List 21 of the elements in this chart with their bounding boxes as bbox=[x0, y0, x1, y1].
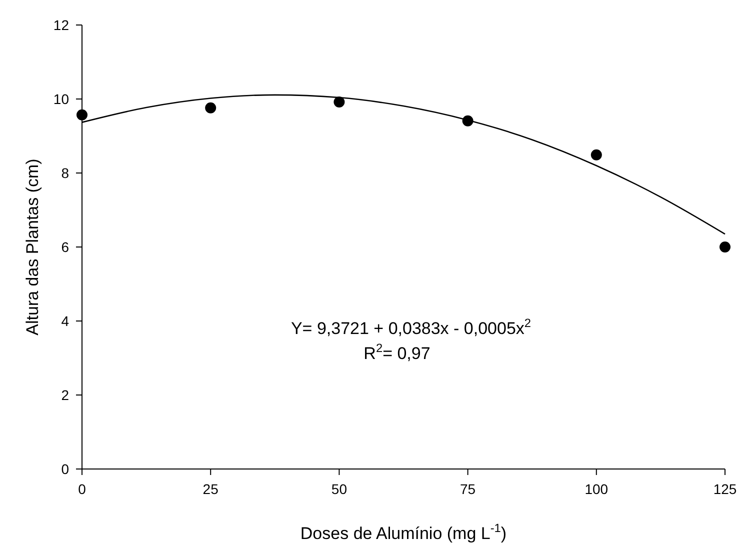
x-axis-title: Doses de Alumínio (mg L$^{-1}$) bbox=[300, 521, 507, 543]
y-tick-label: 2 bbox=[61, 387, 70, 403]
point bbox=[205, 102, 216, 114]
x-tick-label: 50 bbox=[331, 481, 348, 497]
y-tick-label: 6 bbox=[61, 239, 70, 255]
y-tick-label: 10 bbox=[53, 91, 70, 107]
annotation: R$^{2}$= 0,97 bbox=[364, 341, 430, 363]
y-tick-label: 0 bbox=[61, 461, 70, 477]
annotation: Y= 9,3721 + 0,0383x - 0,0005x$^{2}$ bbox=[290, 316, 532, 338]
x-tick-label: 25 bbox=[202, 481, 219, 497]
y-tick-label: 8 bbox=[61, 165, 70, 181]
x-tick-label: 125 bbox=[713, 481, 737, 497]
point bbox=[590, 149, 602, 160]
x-tick-label: 75 bbox=[460, 481, 476, 497]
x-tick-label: 100 bbox=[584, 481, 608, 497]
y-axis-title: Altura das Plantas (cm) bbox=[23, 158, 42, 336]
point bbox=[720, 242, 730, 252]
y-tick-label: 4 bbox=[61, 313, 70, 329]
y-tick-label: 12 bbox=[53, 17, 70, 33]
point bbox=[334, 96, 345, 108]
x-tick-label: 0 bbox=[78, 481, 86, 497]
